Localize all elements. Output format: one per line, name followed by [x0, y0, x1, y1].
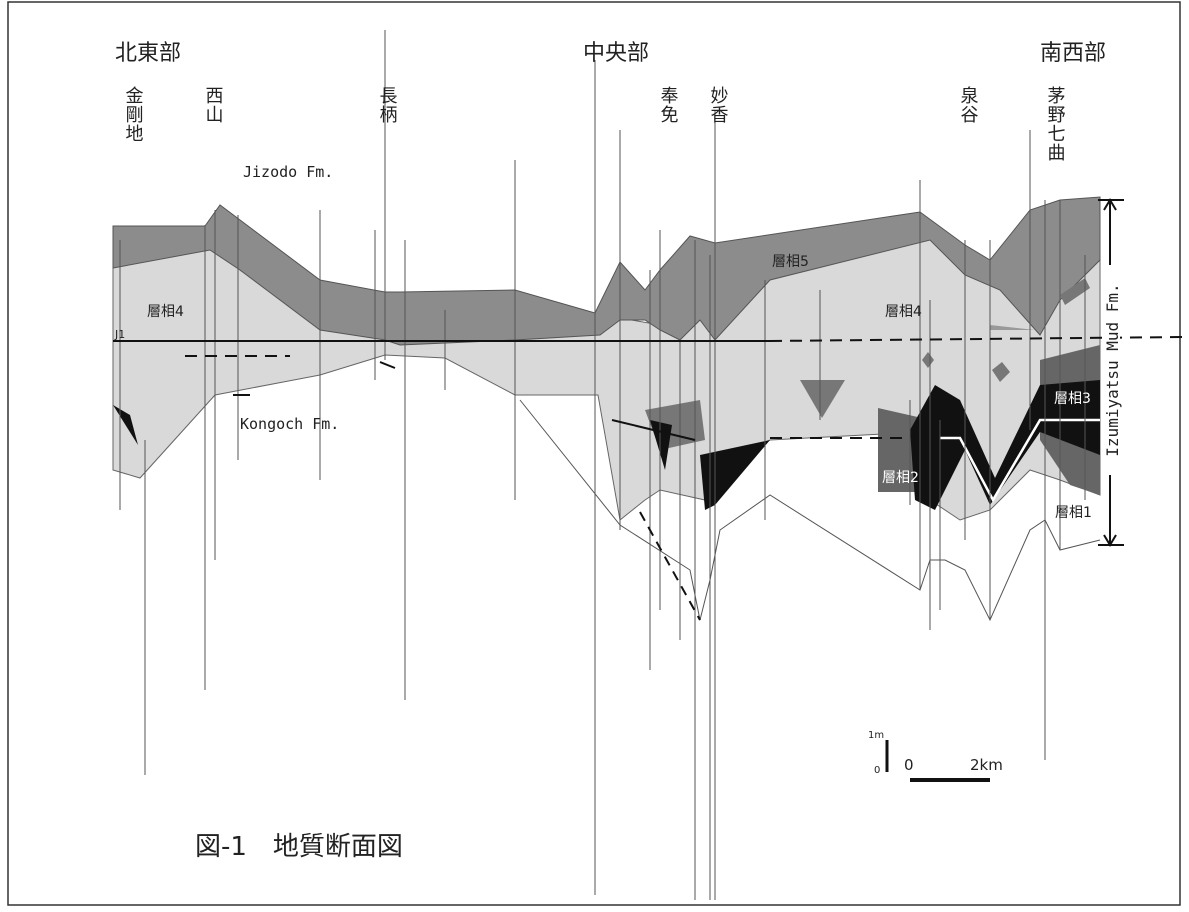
- site-label: 西山: [203, 86, 224, 124]
- marker-label: J1: [114, 328, 125, 341]
- site-label: 泉谷: [958, 86, 979, 124]
- region-label: 北東部: [115, 41, 181, 66]
- facies-label: 層相3: [1054, 391, 1091, 407]
- site-label: 金剛地: [123, 86, 144, 143]
- formation-label: Jizodo Fm.: [243, 163, 333, 181]
- site-label: 妙香: [708, 86, 729, 124]
- facies-label: 層相1: [1055, 505, 1092, 521]
- scale-label: 0: [874, 765, 880, 776]
- formation-label: Izumiyatsu Mud Fm.: [1103, 283, 1122, 456]
- formation-label: Kongoch Fm.: [240, 415, 339, 433]
- scale-label: 1m: [868, 730, 884, 741]
- page: 北東部 中央部 南西部 金剛地 西山 長柄 奉免 妙香 泉谷 茅野七曲 Jizo…: [0, 0, 1189, 912]
- facies-label: 層相4: [147, 304, 184, 320]
- region-label: 南西部: [1040, 41, 1106, 66]
- scale-label: 2km: [970, 756, 1003, 774]
- caption: 図-1 地質断面図: [195, 832, 403, 862]
- cross-section: 北東部 中央部 南西部 金剛地 西山 長柄 奉免 妙香 泉谷 茅野七曲 Jizo…: [0, 0, 1189, 908]
- facies-label: 層相5: [772, 254, 809, 270]
- site-label: 茅野七曲: [1045, 86, 1066, 162]
- region-label: 中央部: [583, 41, 649, 66]
- site-label: 長柄: [377, 86, 398, 124]
- facies-label: 層相2: [882, 470, 919, 486]
- scale-label: 0: [904, 756, 914, 774]
- site-label: 奉免: [658, 86, 679, 124]
- facies-label: 層相4: [885, 304, 922, 320]
